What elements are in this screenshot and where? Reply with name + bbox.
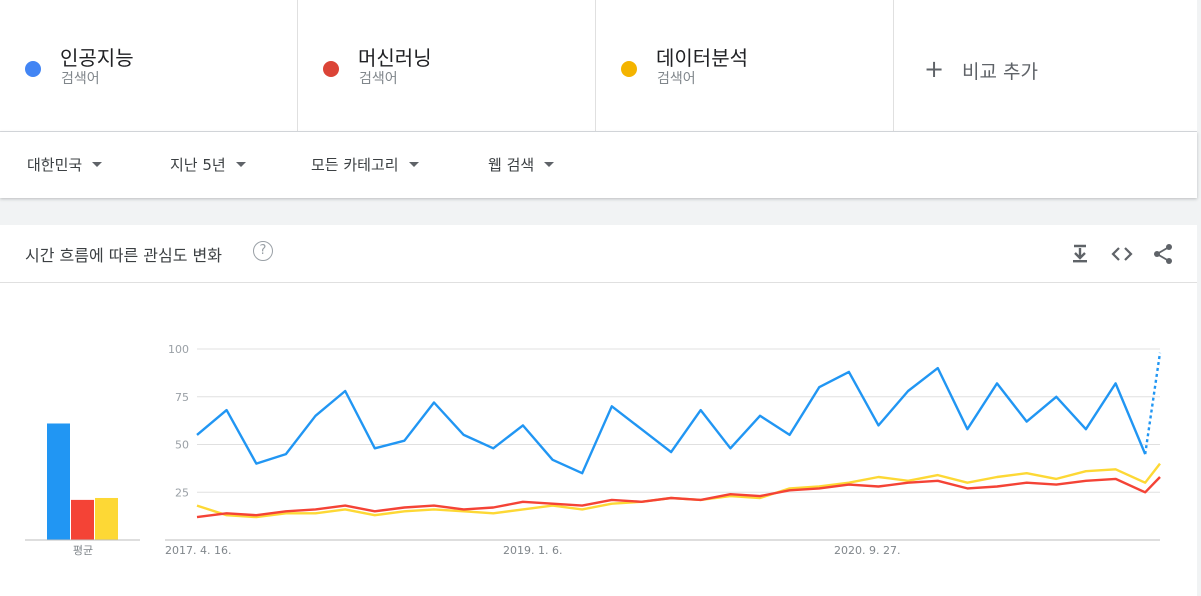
series-line bbox=[196, 476, 1161, 519]
category-label: 모든 카테고리 bbox=[311, 156, 399, 174]
line-chart: 평균 100 75 50 25 2017. 4. 16. 2019. 1. 6. 2020… bbox=[25, 343, 1162, 557]
card-title: 시간 흐름에 따른 관심도 변화 bbox=[25, 246, 222, 265]
y-tick-label: 50 bbox=[175, 439, 189, 452]
term-name: 머신러닝 bbox=[358, 46, 432, 70]
category-dropdown[interactable]: 모든 카테고리 bbox=[311, 154, 419, 175]
filter-bar: 대한민국 지난 5년 모든 카테고리 웹 검색 bbox=[0, 132, 1197, 198]
x-tick-label: 2017. 4. 16. bbox=[165, 544, 231, 557]
search-type-label: 웹 검색 bbox=[488, 156, 535, 174]
average-bar bbox=[71, 499, 94, 540]
x-tick-label: 2019. 1. 6. bbox=[503, 544, 562, 557]
search-type-dropdown[interactable]: 웹 검색 bbox=[488, 154, 555, 175]
term-color-dot bbox=[621, 61, 637, 77]
average-bar-chart: 평균 bbox=[25, 423, 140, 557]
term-name: 인공지능 bbox=[60, 46, 134, 70]
term-type: 검색어 bbox=[359, 71, 398, 87]
term-card-ai[interactable]: 인공지능 검색어 bbox=[0, 0, 298, 131]
help-icon[interactable]: ? bbox=[253, 241, 273, 261]
period-dropdown[interactable]: 지난 5년 bbox=[170, 154, 246, 175]
caret-down-icon bbox=[235, 162, 246, 167]
x-tick-label: 2020. 9. 27. bbox=[834, 544, 900, 557]
average-bar bbox=[95, 497, 118, 540]
y-tick-label: 75 bbox=[175, 391, 189, 404]
average-label: 평균 bbox=[73, 544, 93, 557]
plus-icon[interactable]: + bbox=[924, 55, 945, 83]
share-icon[interactable] bbox=[1152, 243, 1174, 265]
caret-down-icon bbox=[544, 162, 555, 167]
region-label: 대한민국 bbox=[27, 156, 83, 174]
caret-down-icon bbox=[92, 162, 103, 167]
caret-down-icon bbox=[408, 162, 419, 167]
region-dropdown[interactable]: 대한민국 bbox=[27, 154, 103, 175]
term-color-dot bbox=[323, 61, 339, 77]
term-card-data-analysis[interactable]: 데이터분석 검색어 bbox=[596, 0, 894, 131]
term-color-dot bbox=[25, 61, 41, 77]
series-line bbox=[196, 366, 1147, 475]
term-type: 검색어 bbox=[61, 71, 100, 87]
y-tick-label: 25 bbox=[175, 486, 189, 499]
series-line bbox=[196, 462, 1161, 519]
download-icon[interactable] bbox=[1069, 243, 1091, 265]
interest-over-time-card: 시간 흐름에 따른 관심도 변화 ? 평균 100 75 50 25 2017. 4.… bbox=[0, 225, 1197, 596]
term-type: 검색어 bbox=[657, 71, 696, 87]
term-name: 데이터분석 bbox=[656, 46, 748, 70]
embed-icon[interactable] bbox=[1111, 243, 1133, 265]
period-label: 지난 5년 bbox=[170, 156, 226, 174]
add-comparison-label[interactable]: 비교 추가 bbox=[962, 61, 1038, 83]
search-terms-bar: 인공지능 검색어 머신러닝 검색어 데이터분석 검색어 bbox=[0, 0, 1197, 132]
average-bar bbox=[47, 423, 70, 540]
y-tick-label: 100 bbox=[168, 343, 189, 356]
term-card-ml[interactable]: 머신러닝 검색어 bbox=[298, 0, 596, 131]
card-header: 시간 흐름에 따른 관심도 변화 ? bbox=[0, 225, 1197, 283]
chart-series bbox=[196, 352, 1162, 519]
x-axis-labels: 2017. 4. 16. 2019. 1. 6. 2020. 9. 27. bbox=[165, 544, 900, 557]
chart-grid: 100 75 50 25 bbox=[165, 343, 1160, 541]
series-partial-segment bbox=[1143, 352, 1162, 455]
